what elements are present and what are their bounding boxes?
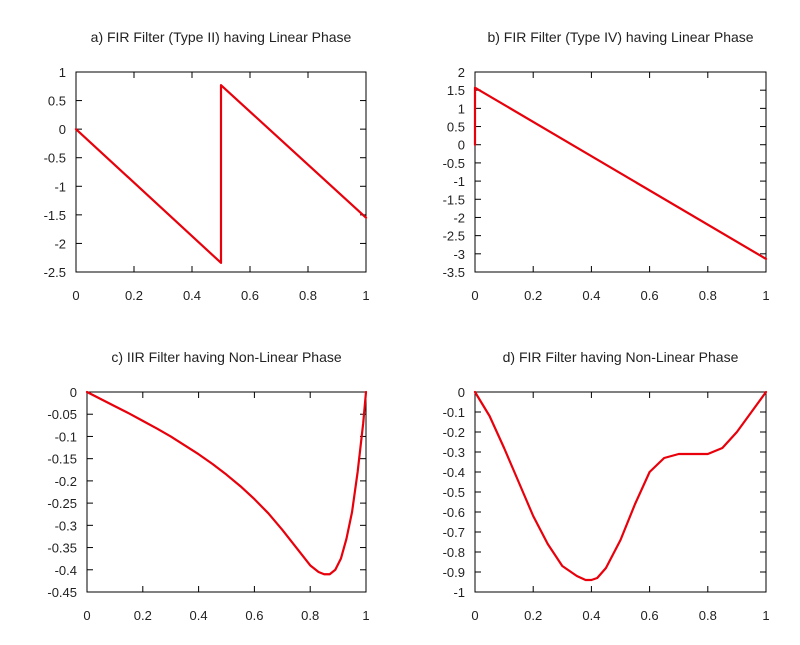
chart-d-xtick-label: 0.4 bbox=[582, 608, 600, 623]
chart-b-ytick-label: 0 bbox=[458, 138, 465, 153]
chart-c-ytick-label: -0.2 bbox=[55, 474, 77, 489]
panel-d: d) FIR Filter having Non-Linear Phase 0 0.… bbox=[400, 320, 800, 640]
chart-a-plot-frame bbox=[75, 71, 367, 273]
chart-b-xtick-label: 0.4 bbox=[582, 288, 600, 303]
chart-c-xtick-label: 0 bbox=[83, 608, 90, 623]
chart-b-ytick-label: -2 bbox=[453, 210, 465, 225]
chart-d-ytick-label: -0.7 bbox=[443, 525, 465, 540]
chart-c-plot-frame bbox=[86, 391, 367, 593]
chart-d-series-line bbox=[473, 390, 768, 582]
chart-d-ytick-label: -0.3 bbox=[443, 445, 465, 460]
chart-d-ytick-label: -0.8 bbox=[443, 545, 465, 560]
panel-b: b) FIR Filter (Type IV) having Linear Ph… bbox=[400, 0, 800, 320]
chart-c-ytick-label: -0.4 bbox=[55, 563, 77, 578]
chart-d-xtick-label: 0.6 bbox=[641, 608, 659, 623]
chart-d-plot-frame bbox=[474, 391, 767, 593]
chart-a-svg: a) FIR Filter (Type II) having Linear Ph… bbox=[44, 29, 370, 303]
chart-d-ytick-label: -0.1 bbox=[443, 405, 465, 420]
chart-c-ytick-label: -0.15 bbox=[47, 452, 77, 467]
chart-b-series-line bbox=[473, 86, 768, 261]
chart-b-ytick-label: -2.5 bbox=[443, 229, 465, 244]
chart-b-xtick-label: 0.8 bbox=[699, 288, 717, 303]
chart-a-xtick-label: 0.6 bbox=[241, 288, 259, 303]
chart-b-svg: b) FIR Filter (Type IV) having Linear Ph… bbox=[443, 29, 770, 303]
chart-c-series-line bbox=[85, 390, 368, 576]
chart-c-xtick-label: 0.2 bbox=[134, 608, 152, 623]
chart-d-ytick-label: -0.6 bbox=[443, 505, 465, 520]
chart-d-ytick-label: -0.4 bbox=[443, 465, 465, 480]
chart-a-ytick-label: 0 bbox=[59, 122, 66, 137]
chart-d-ytick-label: -0.2 bbox=[443, 425, 465, 440]
chart-d-xtick-label: 0.2 bbox=[524, 608, 542, 623]
chart-c-ytick-label: -0.1 bbox=[55, 429, 77, 444]
chart-a-series-line bbox=[74, 84, 368, 264]
chart-b-ytick-label: -3 bbox=[453, 247, 465, 262]
chart-a-xtick-label: 1 bbox=[362, 288, 369, 303]
chart-a-title: a) FIR Filter (Type II) having Linear Ph… bbox=[91, 29, 352, 45]
chart-c-xtick-label: 1 bbox=[362, 608, 369, 623]
chart-d-xtick-label: 1 bbox=[762, 608, 769, 623]
chart-c-xtick-label: 0.4 bbox=[190, 608, 208, 623]
chart-d-xtick-label: 0 bbox=[471, 608, 478, 623]
chart-d-svg: d) FIR Filter having Non-Linear Phase 0 0.… bbox=[443, 349, 770, 623]
chart-a-ytick-label: -1.5 bbox=[44, 208, 66, 223]
chart-c-ytick-label: -0.05 bbox=[47, 407, 77, 422]
chart-a-ytick-label: -0.5 bbox=[44, 151, 66, 166]
chart-c-ytick-label: -0.45 bbox=[47, 585, 77, 600]
chart-b-title: b) FIR Filter (Type IV) having Linear Ph… bbox=[487, 29, 753, 45]
chart-d-title: d) FIR Filter having Non-Linear Phase bbox=[503, 349, 739, 365]
chart-d-ytick-label: -0.9 bbox=[443, 565, 465, 580]
chart-b-ytick-label: -0.5 bbox=[443, 156, 465, 171]
chart-b-xtick-label: 0.6 bbox=[641, 288, 659, 303]
chart-d-ytick-label: -0.5 bbox=[443, 485, 465, 500]
chart-a-xtick-label: 0 bbox=[72, 288, 79, 303]
chart-b-ytick-label: 1 bbox=[458, 101, 465, 116]
chart-d-ytick-label: -1 bbox=[453, 585, 465, 600]
chart-c-title: c) IIR Filter having Non-Linear Phase bbox=[111, 349, 342, 365]
chart-b-xtick-label: 1 bbox=[762, 288, 769, 303]
chart-a-ytick-label: -2.5 bbox=[44, 265, 66, 280]
chart-b-xtick-label: 0.2 bbox=[524, 288, 542, 303]
chart-a-xtick-label: 0.8 bbox=[299, 288, 317, 303]
panel-a: a) FIR Filter (Type II) having Linear Ph… bbox=[0, 0, 400, 320]
chart-b-plot-frame bbox=[474, 71, 767, 273]
chart-c-xtick-label: 0.8 bbox=[301, 608, 319, 623]
panel-c: c) IIR Filter having Non-Linear Phase 0 0.… bbox=[0, 320, 400, 640]
chart-c-ytick-label: -0.3 bbox=[55, 518, 77, 533]
chart-b-ytick-label: -3.5 bbox=[443, 265, 465, 280]
chart-a-ytick-label: -1 bbox=[54, 179, 66, 194]
chart-b-xtick-label: 0 bbox=[471, 288, 478, 303]
chart-b-ytick-label: 2 bbox=[458, 65, 465, 80]
chart-c-xtick-label: 0.6 bbox=[245, 608, 263, 623]
chart-a-xtick-label: 0.4 bbox=[183, 288, 201, 303]
chart-b-ytick-label: -1 bbox=[453, 174, 465, 189]
chart-d-xtick-label: 0.8 bbox=[699, 608, 717, 623]
chart-c-svg: c) IIR Filter having Non-Linear Phase 0 0.… bbox=[47, 349, 369, 623]
chart-c-ytick-label: -0.35 bbox=[47, 541, 77, 556]
chart-b-ytick-label: 0.5 bbox=[447, 120, 465, 135]
chart-a-ytick-label: -2 bbox=[54, 236, 66, 251]
chart-b-ytick-label: -1.5 bbox=[443, 192, 465, 207]
chart-a-xtick-label: 0.2 bbox=[125, 288, 143, 303]
chart-a-ytick-label: 0.5 bbox=[48, 94, 66, 109]
chart-c-ytick-label: -0.25 bbox=[47, 496, 77, 511]
chart-a-ytick-label: 1 bbox=[59, 65, 66, 80]
chart-d-ytick-label: 0 bbox=[458, 385, 465, 400]
chart-b-ytick-label: 1.5 bbox=[447, 83, 465, 98]
chart-c-ytick-label: 0 bbox=[70, 385, 77, 400]
